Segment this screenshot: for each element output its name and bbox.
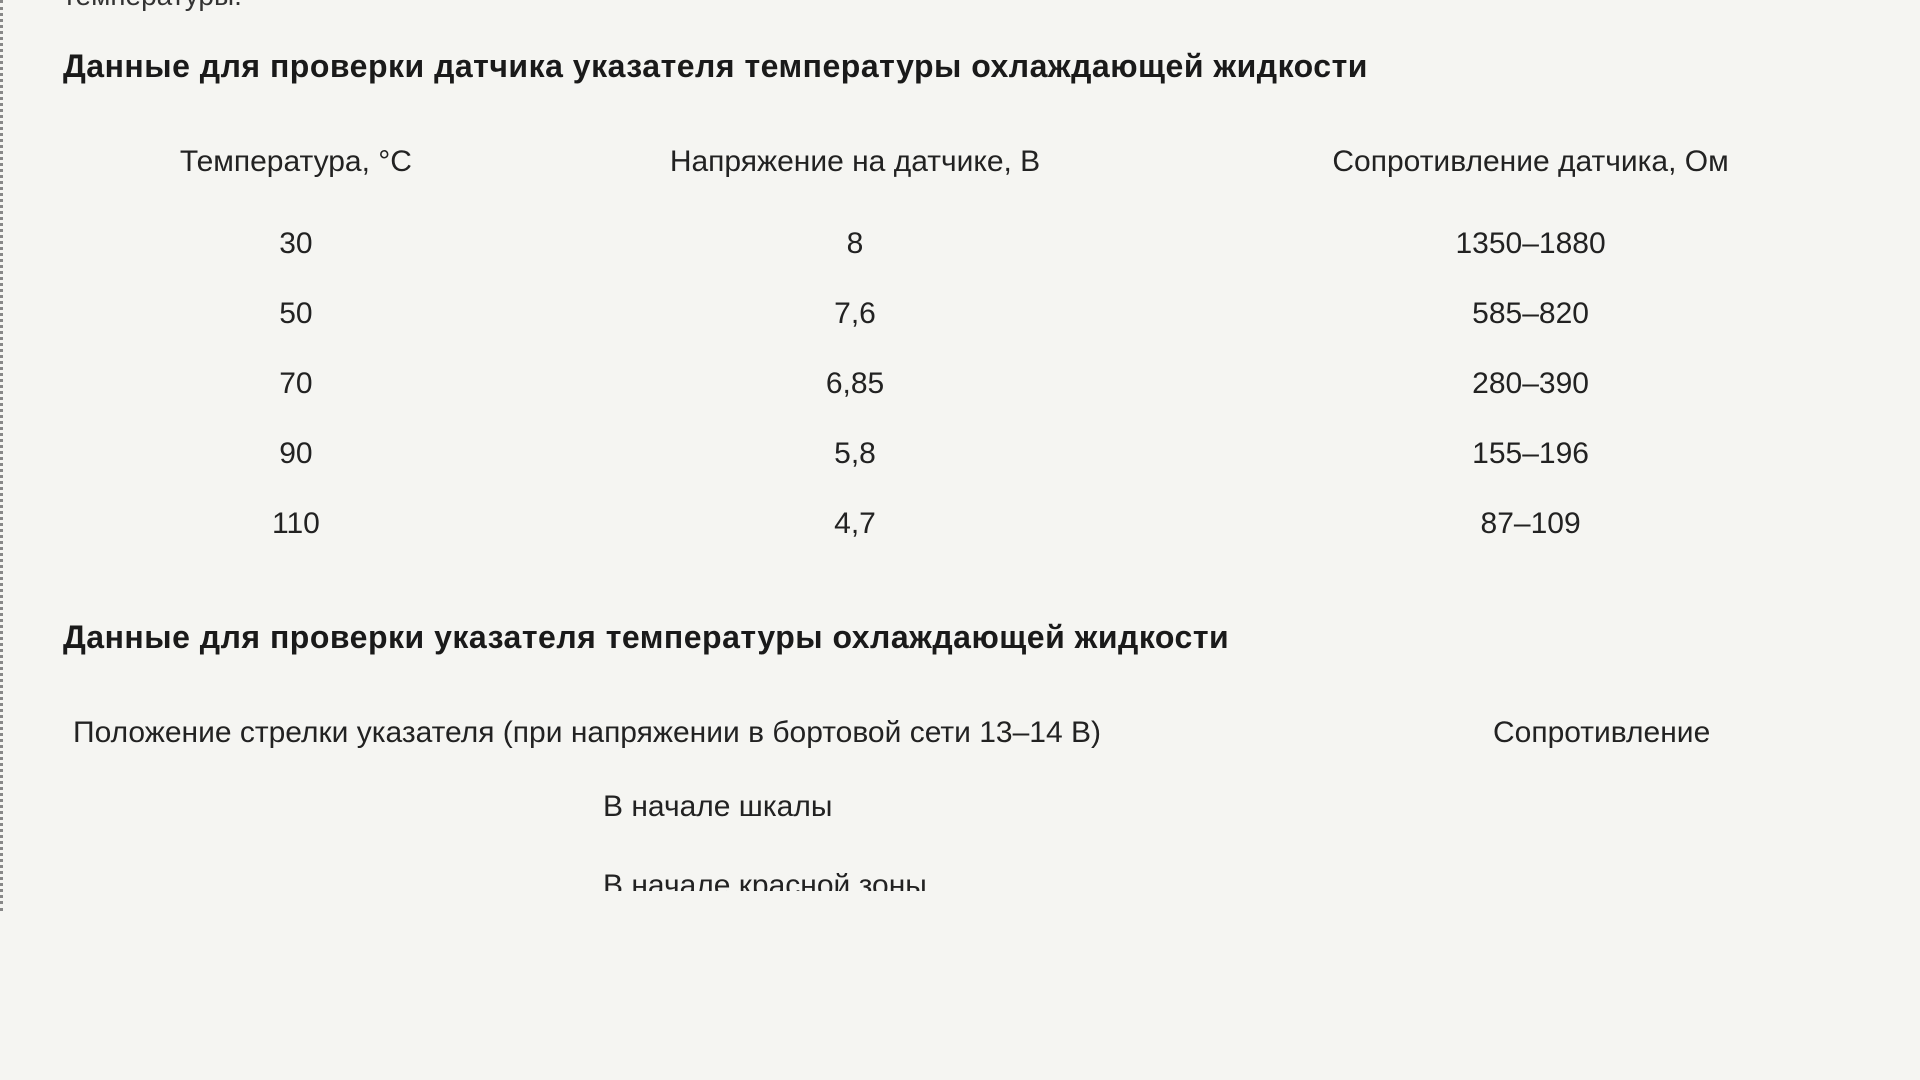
cell-resistance: 155–196 [1181, 419, 1880, 489]
gauge-row-value-cut: В начале красной зоны [63, 869, 1880, 891]
cell-resistance: 280–390 [1181, 349, 1880, 419]
cell-resistance: 1350–1880 [1181, 209, 1880, 279]
table-row: 110 4,7 87–109 [63, 489, 1880, 559]
cell-temperature: 90 [63, 419, 529, 489]
cell-voltage: 4,7 [529, 489, 1181, 559]
cell-voltage: 5,8 [529, 419, 1181, 489]
cut-off-text-content: температуры. [63, 0, 242, 12]
cell-voltage: 6,85 [529, 349, 1181, 419]
table-row: 90 5,8 155–196 [63, 419, 1880, 489]
cell-resistance: 87–109 [1181, 489, 1880, 559]
cell-temperature: 70 [63, 349, 529, 419]
sensor-data-table: Температура, °C Напряжение на датчике, В… [63, 135, 1880, 559]
cell-voltage: 8 [529, 209, 1181, 279]
column-header-temperature: Температура, °C [63, 135, 529, 209]
section-heading-1: Данные для проверки датчика указателя те… [63, 48, 1880, 85]
column-header-needle-position: Положение стрелки указателя (при напряже… [73, 716, 1493, 750]
table-row: 70 6,85 280–390 [63, 349, 1880, 419]
cell-resistance: 585–820 [1181, 279, 1880, 349]
section-heading-2: Данные для проверки указателя температур… [63, 619, 1880, 656]
gauge-row-value: В начале шкалы [63, 790, 1880, 824]
column-header-resistance: Сопротивление датчика, Ом [1181, 135, 1880, 209]
column-header-voltage: Напряжение на датчике, В [529, 135, 1181, 209]
gauge-table-header: Положение стрелки указателя (при напряже… [63, 706, 1880, 790]
column-header-resistance-2: Сопротивление [1493, 716, 1880, 750]
cell-voltage: 7,6 [529, 279, 1181, 349]
table-row: 30 8 1350–1880 [63, 209, 1880, 279]
document-page: температуры. Данные для проверки датчика… [0, 0, 1920, 911]
cell-temperature: 50 [63, 279, 529, 349]
table-row: 50 7,6 585–820 [63, 279, 1880, 349]
cell-temperature: 30 [63, 209, 529, 279]
table-header-row: Температура, °C Напряжение на датчике, В… [63, 135, 1880, 209]
cell-temperature: 110 [63, 489, 529, 559]
cut-off-text-top: температуры. [63, 0, 1880, 18]
